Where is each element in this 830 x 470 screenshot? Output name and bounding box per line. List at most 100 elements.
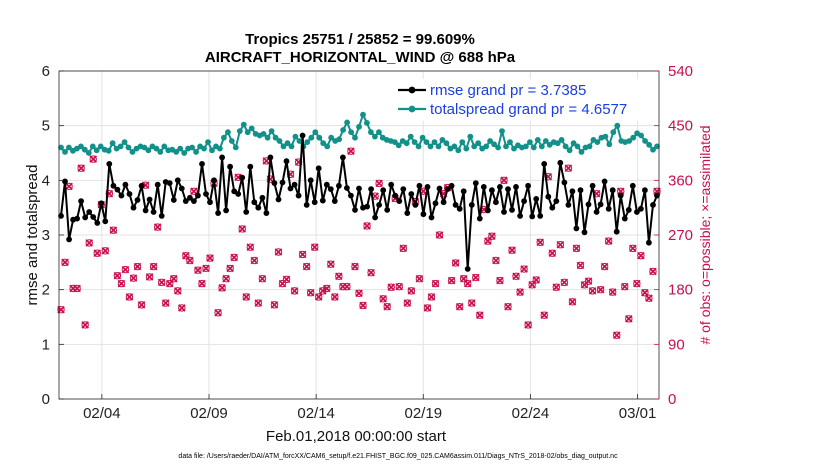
obs-assimilated-point: [451, 259, 460, 267]
obs-assimilated-point: [298, 250, 307, 259]
spread-point: [578, 149, 585, 155]
chart-title-line2: AIRCRAFT_HORIZONTAL_WIND @ 688 hPa: [205, 49, 516, 66]
rmse-point: [170, 197, 177, 203]
y-tick-label: 2: [42, 282, 50, 299]
spread-point: [475, 140, 482, 147]
obs-x-stroke: [270, 301, 279, 309]
obs-x-stroke: [258, 274, 267, 283]
spread-point: [614, 122, 621, 129]
rmse-point: [130, 204, 137, 211]
obs-x-stroke: [536, 238, 545, 247]
rmse-point: [537, 213, 544, 219]
rmse-point: [178, 185, 185, 192]
spread-point: [606, 141, 613, 148]
obs-x-stroke: [149, 262, 158, 271]
rmse-point: [480, 184, 487, 190]
spread-point: [646, 141, 652, 148]
obs-x-stroke: [399, 244, 408, 253]
obs-possible-point: [133, 262, 142, 271]
obs-x-stroke: [476, 311, 484, 319]
obs-x-stroke: [431, 279, 440, 288]
obs-possible-point: [306, 289, 315, 297]
obs-x-stroke: [363, 222, 371, 230]
obs-possible-point: [431, 279, 440, 288]
obs-possible-point: [109, 226, 118, 234]
obs-x-stroke: [616, 187, 625, 196]
obs-possible-point: [613, 331, 621, 339]
rmse-point: [565, 202, 572, 208]
obs-assimilated-point: [121, 265, 130, 274]
obs-possible-point: [512, 272, 520, 281]
rmse-point: [203, 191, 209, 197]
obs-possible-point: [57, 306, 65, 314]
obs-assimilated-point: [306, 288, 315, 297]
rmse-point: [102, 218, 109, 225]
obs-assimilated-point: [496, 276, 504, 285]
obs-x-stroke: [564, 164, 573, 172]
rmse-point: [323, 181, 330, 188]
legend-spread-label: totalspread grand pr = 4.6577: [430, 101, 627, 118]
obs-possible-point: [335, 272, 343, 281]
obs-possible-point: [500, 176, 508, 185]
spread-point: [340, 127, 346, 133]
obs-x-stroke: [403, 299, 412, 307]
obs-assimilated-point: [137, 301, 146, 309]
obs-possible-point: [576, 261, 585, 270]
spread-point: [58, 144, 64, 151]
spread-point: [260, 131, 267, 137]
obs-possible-point: [246, 243, 254, 251]
obs-assimilated-point: [186, 256, 194, 265]
spread-point: [296, 138, 303, 144]
obs-x-stroke: [556, 240, 565, 249]
obs-x-stroke: [290, 287, 299, 295]
obs-assimilated-point: [612, 331, 621, 340]
obs-possible-point: [298, 250, 307, 259]
legend: rmse grand pr = 3.7385 totalspread grand…: [393, 79, 651, 121]
rmse-point: [384, 207, 391, 213]
y-tick-label: 6: [42, 63, 50, 80]
rmse-point: [493, 199, 499, 206]
rmse-point: [654, 192, 660, 199]
rmse-point: [58, 213, 64, 219]
rmse-point: [243, 209, 250, 215]
obs-x-stroke: [282, 275, 291, 284]
obs-possible-point: [423, 304, 432, 312]
y2-tick-label: 360: [668, 172, 693, 189]
rmse-point: [440, 199, 447, 206]
spread-point: [435, 143, 442, 150]
rmse-point: [464, 266, 471, 272]
obs-x-stroke: [89, 155, 98, 163]
rmse-point: [634, 209, 640, 215]
rmse-point: [617, 192, 624, 199]
obs-assimilated-point: [463, 279, 472, 288]
rmse-point: [489, 187, 495, 194]
spread-point: [109, 140, 116, 147]
obs-assimilated-point: [447, 276, 456, 285]
x-tick-label: 02/19: [405, 405, 443, 422]
rmse-point: [307, 177, 314, 184]
rmse-point: [227, 163, 234, 170]
obs-assimilated-point: [395, 282, 404, 291]
obs-x-stroke: [395, 282, 404, 291]
spread-point: [125, 144, 132, 151]
obs-possible-point: [315, 293, 323, 301]
spread-point: [415, 143, 422, 150]
obs-x-stroke: [455, 302, 464, 311]
rmse-point: [336, 182, 342, 189]
rmse-point: [613, 228, 620, 235]
obs-assimilated-point: [157, 278, 166, 287]
obs-assimilated-point: [318, 287, 327, 295]
obs-possible-point: [363, 222, 371, 230]
obs-x-stroke: [85, 239, 94, 247]
rmse-point: [106, 161, 113, 167]
rmse-point: [581, 229, 588, 236]
spread-point: [491, 141, 497, 148]
obs-possible-point: [560, 278, 569, 287]
obs-possible-point: [278, 279, 287, 288]
obs-assimilated-point: [214, 308, 222, 317]
obs-assimilated-point: [624, 315, 633, 323]
obs-x-stroke: [423, 304, 432, 312]
obs-x-stroke: [314, 293, 323, 301]
obs-possible-point: [375, 179, 383, 188]
spread-point: [161, 143, 168, 150]
